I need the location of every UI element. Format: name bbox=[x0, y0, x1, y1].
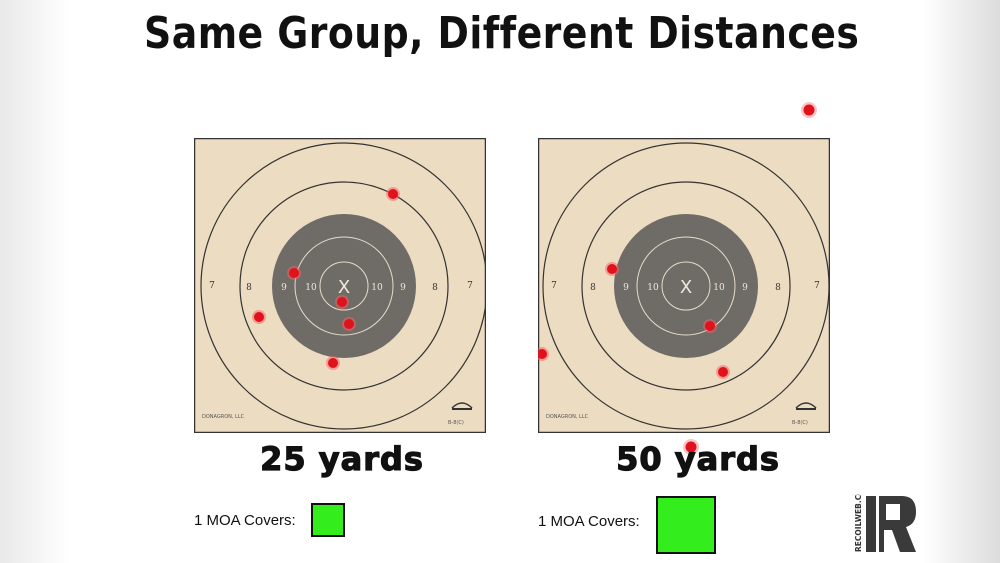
logo-side-text: RECOILWEB.COM bbox=[854, 494, 863, 552]
bullet-hole bbox=[607, 264, 617, 274]
ring-7 bbox=[200, 142, 486, 430]
maker-emblem bbox=[451, 402, 473, 410]
target-50-yards: X 10 10 9 9 8 8 7 7 DONAGRON, LLC B-8(C) bbox=[538, 138, 830, 433]
logo-cutout bbox=[886, 504, 900, 520]
maker-text: DONAGRON, LLC bbox=[202, 414, 245, 420]
moa-square-50 bbox=[656, 496, 716, 554]
stray-bullet-hole-top bbox=[801, 102, 817, 118]
ring-8 bbox=[581, 181, 791, 391]
bullet-hole bbox=[388, 189, 398, 199]
ring-8-label-right: 8 bbox=[432, 283, 438, 293]
ring-10-label-left: 10 bbox=[647, 283, 659, 293]
bullet-hole bbox=[254, 312, 264, 322]
ring-8-label-left: 8 bbox=[246, 283, 252, 293]
distance-label-25: 25 yards bbox=[259, 439, 424, 478]
bullet-hole bbox=[718, 367, 728, 377]
moa-square-25 bbox=[311, 503, 345, 537]
ring-10-label-right: 10 bbox=[371, 283, 383, 293]
ring-9 bbox=[294, 236, 394, 336]
bullet-hole bbox=[337, 297, 347, 307]
model-text: B-8(C) bbox=[792, 420, 808, 426]
bullet-hole bbox=[328, 358, 338, 368]
ring-10-label-right: 10 bbox=[713, 283, 725, 293]
ring-8-label-left: 8 bbox=[590, 283, 596, 293]
bullet-hole bbox=[289, 268, 299, 278]
ring-8-label-right: 8 bbox=[775, 283, 781, 293]
ring-7-label-right: 7 bbox=[814, 281, 820, 291]
bullet-hole bbox=[538, 349, 547, 359]
model-text: B-8(C) bbox=[448, 420, 464, 426]
maker-text: DONAGRON, LLC bbox=[546, 414, 589, 420]
ring-7-label-right: 7 bbox=[467, 281, 473, 291]
ring-9-label-left: 9 bbox=[623, 283, 629, 293]
x-mark: X bbox=[338, 277, 350, 298]
black-zone bbox=[272, 214, 416, 358]
left-edge-shade bbox=[0, 0, 70, 563]
bullet-hole bbox=[705, 321, 715, 331]
bullet-holes bbox=[538, 262, 730, 379]
ring-9 bbox=[636, 236, 736, 336]
x-mark: X bbox=[680, 277, 692, 298]
ring-9-label-right: 9 bbox=[742, 283, 748, 293]
ring-7-label-left: 7 bbox=[551, 281, 557, 291]
ring-7-label-left: 7 bbox=[209, 281, 215, 291]
ring-10 bbox=[319, 261, 369, 311]
page-title: Same Group, Different Distances bbox=[144, 8, 860, 59]
ring-9-label-right: 9 bbox=[400, 283, 406, 293]
black-zone bbox=[614, 214, 758, 358]
stray-bullet-hole-bottom bbox=[683, 439, 699, 455]
ring-10 bbox=[661, 261, 711, 311]
bullet-holes bbox=[252, 187, 400, 370]
recoil-logo: RECOILWEB.COM bbox=[854, 494, 916, 552]
ring-9-label-left: 9 bbox=[281, 283, 287, 293]
maker-emblem bbox=[795, 402, 817, 410]
logo-stripe bbox=[876, 496, 879, 552]
moa-label-25: 1 MOA Covers: bbox=[194, 512, 296, 529]
ring-7 bbox=[542, 142, 830, 430]
target-25-yards: X 10 10 9 9 8 8 7 7 DONAGRON, LLC B-8(C) bbox=[194, 138, 486, 433]
distance-label-50: 50 yards bbox=[615, 439, 780, 478]
ring-10-label-left: 10 bbox=[305, 283, 317, 293]
moa-label-50: 1 MOA Covers: bbox=[538, 513, 640, 530]
right-edge-shade bbox=[922, 0, 1000, 563]
ring-8 bbox=[239, 181, 449, 391]
bullet-hole bbox=[344, 319, 354, 329]
